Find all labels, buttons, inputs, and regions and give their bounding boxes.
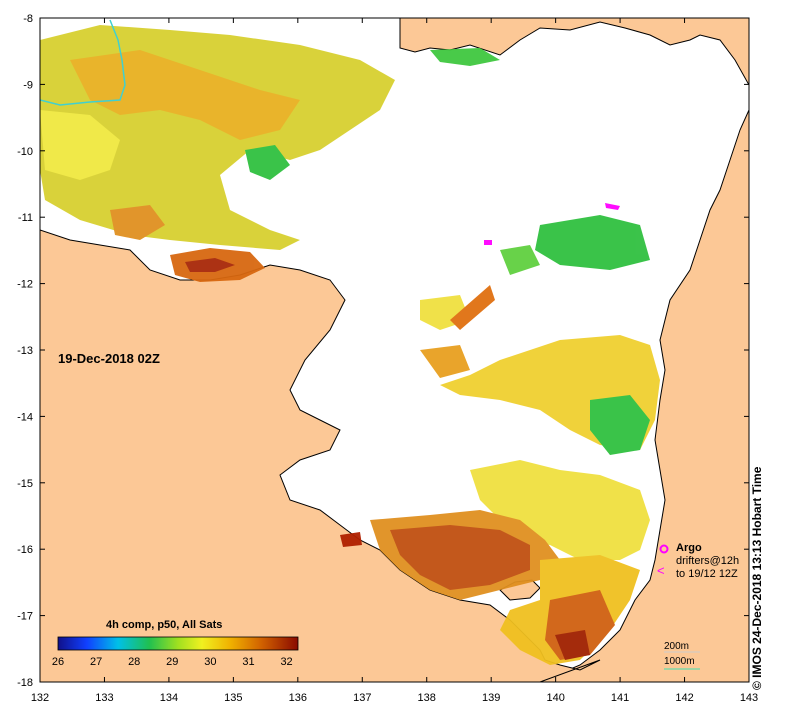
river xyxy=(40,19,126,106)
axis-ticks xyxy=(39,17,750,683)
colorbar-tick-label: 29 xyxy=(166,656,179,668)
y-tick-label: -14 xyxy=(17,411,33,423)
x-tick-label: 135 xyxy=(224,692,242,704)
x-tick-label: 134 xyxy=(160,692,178,704)
colorbar xyxy=(57,636,299,651)
colorbar-tick-label: 26 xyxy=(51,656,65,668)
colorbar-tick-label: 32 xyxy=(280,656,293,668)
x-tick-label: 133 xyxy=(95,692,113,704)
colorbar-tick-label: 31 xyxy=(242,656,255,668)
x-tick-label: 141 xyxy=(611,692,629,704)
x-tick-label: 136 xyxy=(289,692,307,704)
drifters-legend-label: drifters@12h xyxy=(676,555,740,567)
y-tick-label: -10 xyxy=(17,146,33,158)
land-top-right xyxy=(399,18,749,87)
drifter-legend: Argo drifters@12h to 19/12 12Z xyxy=(660,542,739,581)
land-cape-york xyxy=(539,109,749,682)
y-tick-label: -15 xyxy=(17,478,33,490)
date-label: 19-Dec-2018 02Z xyxy=(58,351,160,366)
colorbar-tick-label: 27 xyxy=(89,656,103,668)
colorbar-tick-label: 30 xyxy=(204,656,217,668)
x-tick-label: 143 xyxy=(740,692,758,704)
y-tick-label: -9 xyxy=(23,79,33,91)
x-tick-label: 140 xyxy=(546,692,564,704)
axis-labels: 132 133 134 135 136 137 138 139 140 141 142 143 -8 -9… xyxy=(17,13,758,704)
x-tick-label: 132 xyxy=(31,692,49,704)
x-tick-label: 137 xyxy=(353,692,371,704)
y-tick-label: -17 xyxy=(17,611,33,623)
y-tick-label: -12 xyxy=(17,279,33,291)
drifters-legend-time: to 19/12 12Z xyxy=(676,568,738,580)
y-tick-label: -11 xyxy=(18,212,33,224)
y-tick-label: -13 xyxy=(17,345,33,357)
y-tick-label: -18 xyxy=(17,677,33,689)
x-tick-label: 138 xyxy=(418,692,436,704)
depth-1000-label: 1000m xyxy=(664,656,695,667)
depth-200-label: 200m xyxy=(664,641,690,652)
argo-marker xyxy=(659,544,669,554)
y-tick-label: -8 xyxy=(23,13,33,25)
argo-legend-label: Argo xyxy=(676,542,702,554)
credit-text: © IMOS 24-Dec-2018 13:13 Hobart Time xyxy=(750,466,764,690)
depth-legend: 200m 1000m xyxy=(664,640,695,668)
colorbar-tick-label: 28 xyxy=(128,656,141,668)
colorbar-title: 4h comp, p50, All Sats xyxy=(106,619,223,631)
drifter-marker: < xyxy=(657,563,665,578)
sst-patches xyxy=(40,25,660,665)
x-tick-label: 139 xyxy=(482,692,500,704)
x-tick-label: 142 xyxy=(675,692,693,704)
y-tick-label: -16 xyxy=(17,544,33,556)
